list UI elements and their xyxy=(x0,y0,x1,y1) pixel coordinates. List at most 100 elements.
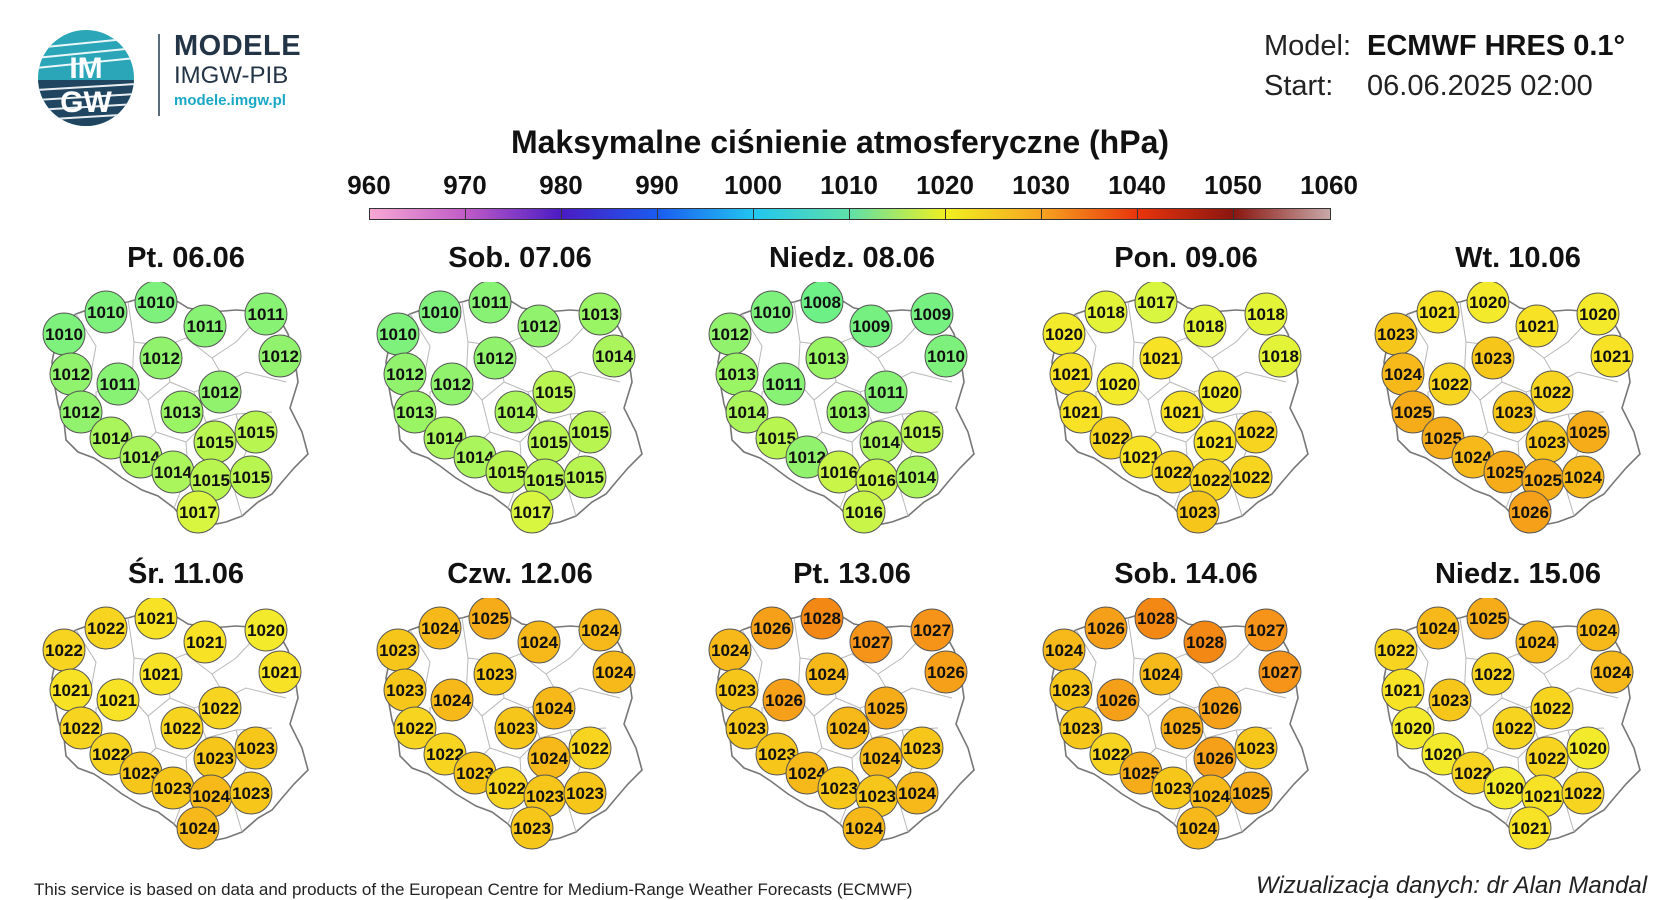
pressure-value: 1015 xyxy=(535,383,573,402)
pressure-value: 1012 xyxy=(201,383,239,402)
panel-date-title: Niedz. 08.06 xyxy=(768,242,936,274)
pressure-value: 1025 xyxy=(1394,403,1432,422)
pressure-marker: 1024 xyxy=(708,628,752,672)
pressure-marker-circle xyxy=(59,390,103,434)
pressure-marker-circle xyxy=(592,334,636,378)
pressure-marker: 1022 xyxy=(1492,706,1536,750)
pressure-marker: 1025 xyxy=(1566,410,1610,454)
pressure-marker: 1024 xyxy=(1189,774,1233,818)
pressure-marker-circle xyxy=(924,650,968,694)
pressure-marker: 1016 xyxy=(817,450,861,494)
pressure-value: 1017 xyxy=(513,503,551,522)
pressure-marker-circle xyxy=(1084,290,1128,334)
pressure-value: 1026 xyxy=(1196,749,1234,768)
pressure-value: 1023 xyxy=(513,819,551,838)
pressure-marker-circle xyxy=(849,620,893,664)
pressure-marker-circle xyxy=(96,362,140,406)
pressure-marker-circle xyxy=(750,290,794,334)
pressure-marker-circle xyxy=(258,650,302,694)
pressure-marker: 1020 xyxy=(244,608,288,652)
brand-subtitle: IMGW-PIB xyxy=(174,62,289,89)
pressure-value: 1015 xyxy=(571,423,609,442)
pressure-value: 1023 xyxy=(386,681,424,700)
pressure-value: 1021 xyxy=(1511,819,1549,838)
pressure-marker-circle xyxy=(910,608,954,652)
pressure-value: 1023 xyxy=(526,787,564,806)
pressure-marker-circle xyxy=(1134,598,1178,640)
pressure-value: 1010 xyxy=(927,347,965,366)
pressure-marker: 1021 xyxy=(134,598,178,640)
pressure-marker: 1022 xyxy=(42,628,86,672)
pressure-marker: 1024 xyxy=(1451,435,1495,479)
pressure-value: 1024 xyxy=(1179,819,1217,838)
pressure-marker: 1013 xyxy=(805,336,849,380)
pressure-marker-circle xyxy=(393,706,437,750)
pressure-value: 1024 xyxy=(520,633,558,652)
pressure-marker-circle xyxy=(418,606,462,650)
pressure-marker-circle xyxy=(473,336,517,380)
pressure-marker-circle xyxy=(1160,390,1204,434)
pressure-value: 1023 xyxy=(232,784,270,803)
pressure-value: 1023 xyxy=(1052,681,1090,700)
pressure-value: 1011 xyxy=(868,383,905,402)
pressure-marker: 1024 xyxy=(1561,455,1605,499)
pressure-value: 1010 xyxy=(379,325,417,344)
pressure-marker: 1025 xyxy=(1229,771,1273,815)
pressure-marker: 1011 xyxy=(96,362,140,406)
pressure-marker: 1024 xyxy=(578,608,622,652)
pressure-marker: 1020 xyxy=(1466,282,1510,324)
pressure-marker-circle xyxy=(910,292,954,336)
pressure-value: 1023 xyxy=(903,739,941,758)
pressure-marker: 1012 xyxy=(139,336,183,380)
pressure-value: 1012 xyxy=(433,375,471,394)
pressure-marker: 1025 xyxy=(1160,706,1204,750)
forecast-panel: Pt. 13.06 1026 1028 1027 1024 1027 1023 1026 102… xyxy=(702,558,1002,868)
pressure-value: 1018 xyxy=(1261,347,1299,366)
pressure-marker: 1014 xyxy=(453,435,497,479)
pressure-value: 1020 xyxy=(1469,293,1507,312)
forecast-panel: Pt. 06.06 1010 1010 1011 1010 1011 1012 1011 101… xyxy=(36,242,336,552)
pressure-marker: 1027 xyxy=(910,608,954,652)
pressure-marker: 1015 xyxy=(532,370,576,414)
pressure-marker: 1026 xyxy=(924,650,968,694)
pressure-marker: 1023 xyxy=(1234,726,1278,770)
pressure-marker: 1024 xyxy=(1381,352,1425,396)
pressure-value: 1024 xyxy=(808,665,846,684)
scale-label-1040: 1040 xyxy=(1108,170,1166,200)
pressure-marker: 1020 xyxy=(1391,706,1435,750)
pressure-value: 1020 xyxy=(1201,383,1239,402)
pressure-marker-circle xyxy=(1416,606,1460,650)
pressure-value: 1013 xyxy=(163,403,201,422)
brand-url-link[interactable]: modele.imgw.pl xyxy=(174,92,286,109)
pressure-marker: 1015 xyxy=(563,455,607,499)
scale-tick xyxy=(753,208,754,220)
pressure-marker: 1020 xyxy=(1042,312,1086,356)
pressure-value: 1016 xyxy=(845,503,883,522)
logo-divider xyxy=(158,34,160,116)
pressure-value: 1009 xyxy=(852,317,890,336)
pressure-marker: 1023 xyxy=(383,668,427,712)
pressure-marker: 1023 xyxy=(1151,766,1195,810)
brand-title: MODELE xyxy=(174,30,302,62)
pressure-value: 1023 xyxy=(1237,739,1275,758)
pressure-marker: 1024 xyxy=(527,736,571,780)
pressure-value: 1026 xyxy=(753,619,791,638)
pressure-value: 1020 xyxy=(1045,325,1083,344)
pressure-value: 1015 xyxy=(526,471,564,490)
pressure-value: 1020 xyxy=(1569,739,1607,758)
voivodeship-border xyxy=(211,673,287,699)
pressure-value: 1024 xyxy=(1142,665,1180,684)
forecast-panel: Niedz. 15.06 1024 1025 1024 1022 1024 1021 1023… xyxy=(1368,558,1668,868)
pressure-marker-circle xyxy=(924,334,968,378)
pressure-value: 1020 xyxy=(1579,305,1617,324)
scale-label-1060: 1060 xyxy=(1300,170,1358,200)
pressure-value: 1026 xyxy=(1511,503,1549,522)
scale-tick xyxy=(945,208,946,220)
pressure-marker: 1023 xyxy=(1049,668,1093,712)
poland-map: 1010 1011 1012 1010 1013 1012 1012 1012 1014 1013… xyxy=(376,282,643,534)
pressure-marker: 1022 xyxy=(1530,370,1574,414)
scale-label-960: 960 xyxy=(347,170,391,200)
pressure-marker-circle xyxy=(1566,726,1610,770)
pressure-marker-circle xyxy=(1576,292,1620,336)
pressure-marker-circle xyxy=(1176,490,1220,534)
